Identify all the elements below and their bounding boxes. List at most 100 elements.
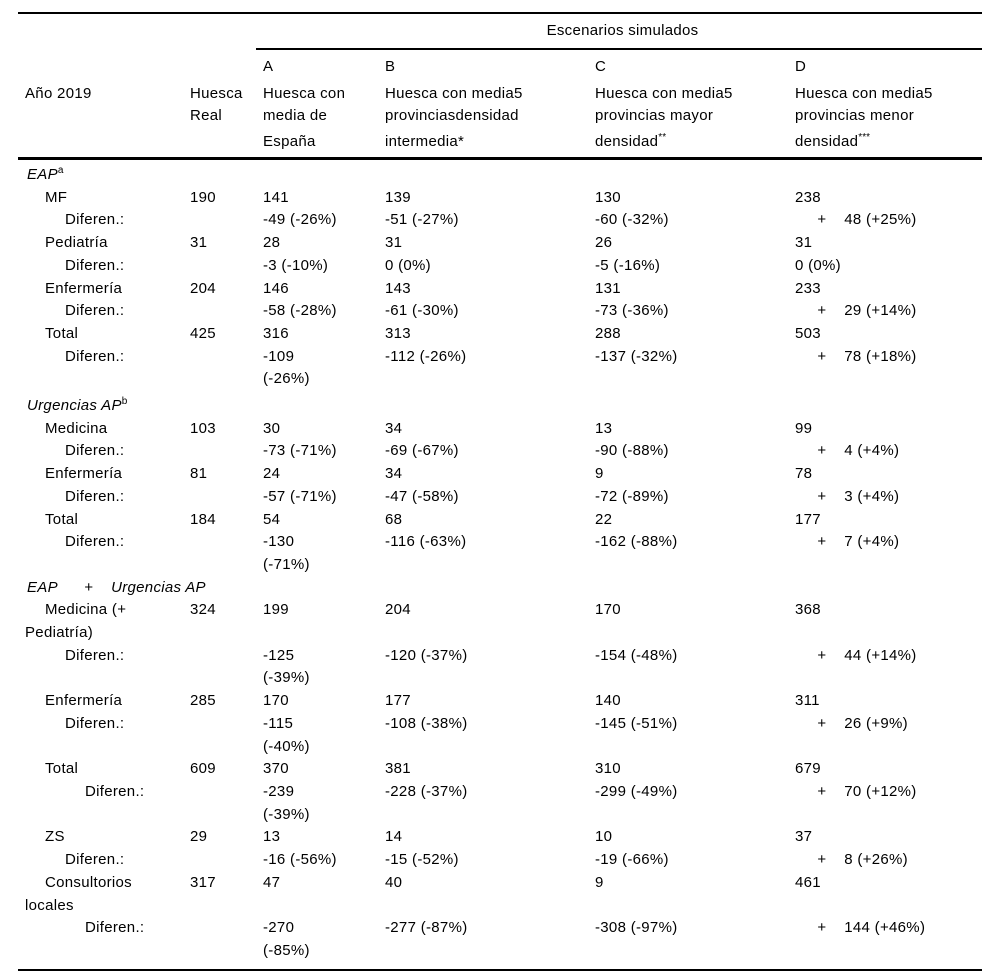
cell-scenario-c bbox=[588, 159, 788, 187]
cell-scenario-d: 177 bbox=[795, 510, 821, 528]
year-column-header: Año 2019 bbox=[18, 83, 183, 160]
scenario-d-description-text: Huesca con media5 provincias menor densi… bbox=[795, 85, 933, 150]
cell-scenario-a: 146 bbox=[263, 279, 289, 297]
row-label: Medicina bbox=[45, 419, 108, 437]
table-row: EAP + Urgencias AP bbox=[18, 577, 982, 600]
cell-scenario-b: -228 (-37%) bbox=[385, 782, 468, 800]
row-label-cell: Diferen.: bbox=[18, 713, 183, 758]
table-row: Enfermería 81 24 34 9 78 bbox=[18, 463, 982, 486]
cell-huesca-real: 324 bbox=[190, 601, 216, 619]
row-label: Enfermería bbox=[45, 692, 123, 710]
cell-scenario-c: -72 (-89%) bbox=[595, 487, 669, 505]
row-label-footnote-marker: b bbox=[121, 396, 128, 408]
table-row: Diferen.: -109 (-26%) -112 (-26%) -137 (… bbox=[18, 346, 982, 391]
cell-scenario-b: 14 bbox=[385, 828, 403, 846]
table-row: Diferen.: -125 (-39%) -120 (-37%) -154 (… bbox=[18, 645, 982, 690]
row-label-cell: MF bbox=[18, 187, 183, 210]
row-label: Diferen.: bbox=[65, 256, 125, 274]
cell-scenario-a: 316 bbox=[263, 324, 289, 342]
cell-huesca-real bbox=[183, 486, 256, 509]
cell-scenario-c: -137 (-32%) bbox=[595, 347, 678, 365]
cell-scenario-d: 368 bbox=[795, 601, 821, 619]
cell-huesca-real bbox=[183, 531, 256, 576]
scenario-letters-row: A B C D bbox=[18, 49, 982, 83]
row-label: Diferen.: bbox=[65, 442, 125, 460]
cell-huesca-real bbox=[183, 391, 256, 418]
row-label-cell: Diferen.: bbox=[18, 531, 183, 576]
cell-scenario-c: -90 (-88%) bbox=[595, 442, 669, 460]
table-row: Diferen.: -16 (-56%) -15 (-52%) -19 (-66… bbox=[18, 849, 982, 872]
cell-huesca-real bbox=[183, 713, 256, 758]
table-row: Enfermería 285 170 177 140 311 bbox=[18, 690, 982, 713]
cell-scenario-c: 170 bbox=[595, 601, 621, 619]
row-label-footnote-marker: a bbox=[57, 165, 64, 176]
table-row: Medicina 103 30 34 13 99 bbox=[18, 418, 982, 441]
escenarios-simulados-header: Escenarios simulados bbox=[256, 12, 983, 50]
table-row: Diferen.: -270 (-85%) -277 (-87%) -308 (… bbox=[18, 917, 983, 971]
cell-scenario-c: -60 (-32%) bbox=[595, 211, 669, 229]
cell-scenario-c: -73 (-36%) bbox=[595, 302, 669, 320]
cell-scenario-c: 13 bbox=[595, 419, 613, 437]
cell-scenario-b: -277 (-87%) bbox=[378, 917, 588, 971]
cell-huesca-real bbox=[183, 781, 256, 826]
row-label: Diferen.: bbox=[85, 919, 145, 937]
cell-scenario-a: 24 bbox=[263, 465, 281, 483]
cell-scenario-d: 99 bbox=[795, 419, 813, 437]
table-header: Escenarios simulados A B C D Año 2019 Hu… bbox=[18, 12, 983, 160]
row-label: Diferen.: bbox=[65, 302, 125, 320]
cell-scenario-b: -120 (-37%) bbox=[385, 646, 468, 664]
cell-huesca-real: 31 bbox=[190, 234, 208, 252]
cell-huesca-real bbox=[183, 849, 256, 872]
cell-scenario-d bbox=[788, 577, 982, 600]
cell-scenario-a: 28 bbox=[263, 234, 281, 252]
row-label: Diferen.: bbox=[65, 646, 125, 664]
cell-huesca-real: 609 bbox=[190, 760, 216, 778]
cell-huesca-real bbox=[183, 645, 256, 690]
cell-scenario-d: 37 bbox=[795, 828, 813, 846]
cell-scenario-d: 311 bbox=[795, 692, 820, 710]
cell-scenario-b: 177 bbox=[385, 692, 411, 710]
cell-scenario-a: -125 (-39%) bbox=[263, 646, 310, 687]
cell-huesca-real bbox=[183, 440, 256, 463]
cell-scenario-d: 78 bbox=[795, 465, 813, 483]
table-row: Enfermería 204 146 143 131 233 bbox=[18, 278, 982, 301]
cell-scenario-d: + 26 (+9%) bbox=[795, 714, 908, 732]
spacer-cell bbox=[18, 49, 183, 83]
cell-scenario-d: + 144 (+46%) bbox=[788, 917, 983, 971]
table-row: Diferen.: -73 (-71%) -69 (-67%) -90 (-88… bbox=[18, 440, 982, 463]
row-label-cell: Diferen.: bbox=[18, 917, 183, 971]
table-row: Diferen.: -3 (-10%) 0 (0%) -5 (-16%) 0 (… bbox=[18, 255, 982, 278]
cell-scenario-a: -270 (-85%) bbox=[256, 917, 378, 971]
cell-scenario-a: -49 (-26%) bbox=[263, 211, 337, 229]
row-label: EAP bbox=[27, 166, 58, 183]
cell-huesca-real: 425 bbox=[190, 324, 216, 342]
row-label: Enfermería bbox=[45, 465, 123, 483]
cell-scenario-b: -51 (-27%) bbox=[385, 211, 459, 229]
cell-scenario-b: 31 bbox=[385, 234, 403, 252]
row-label-cell: Pediatría bbox=[18, 232, 183, 255]
row-label: Diferen.: bbox=[85, 782, 145, 800]
table-body: EAPa MF 190 141 139 130 238 Diferen.: -4… bbox=[18, 159, 983, 971]
row-label-cell: Diferen.: bbox=[18, 209, 183, 232]
cell-scenario-a: 141 bbox=[263, 188, 289, 206]
scenario-letter-b: B bbox=[385, 58, 396, 75]
cell-scenario-a bbox=[256, 391, 378, 418]
cell-scenario-a: -16 (-56%) bbox=[263, 851, 337, 869]
cell-scenario-d: + 8 (+26%) bbox=[795, 851, 908, 869]
cell-scenario-b: -108 (-38%) bbox=[385, 714, 468, 732]
row-label-cell: ZS bbox=[18, 826, 183, 849]
row-label: Diferen.: bbox=[65, 211, 125, 229]
cell-scenario-b: 143 bbox=[385, 279, 411, 297]
row-label-cell: EAP + Urgencias AP bbox=[18, 577, 206, 600]
cell-scenario-c: 310 bbox=[595, 760, 621, 778]
cell-scenario-c: -145 (-51%) bbox=[595, 714, 678, 732]
scenario-d-footnote-marker: *** bbox=[858, 132, 870, 143]
cell-scenario-d: 238 bbox=[795, 188, 821, 206]
scenario-letter-c: C bbox=[595, 58, 607, 75]
row-label-cell: Diferen.: bbox=[18, 346, 183, 391]
cell-huesca-real: 29 bbox=[190, 828, 208, 846]
row-label-cell: Enfermería bbox=[18, 278, 183, 301]
cell-scenario-d: 233 bbox=[795, 279, 821, 297]
cell-scenario-a: 30 bbox=[263, 419, 281, 437]
